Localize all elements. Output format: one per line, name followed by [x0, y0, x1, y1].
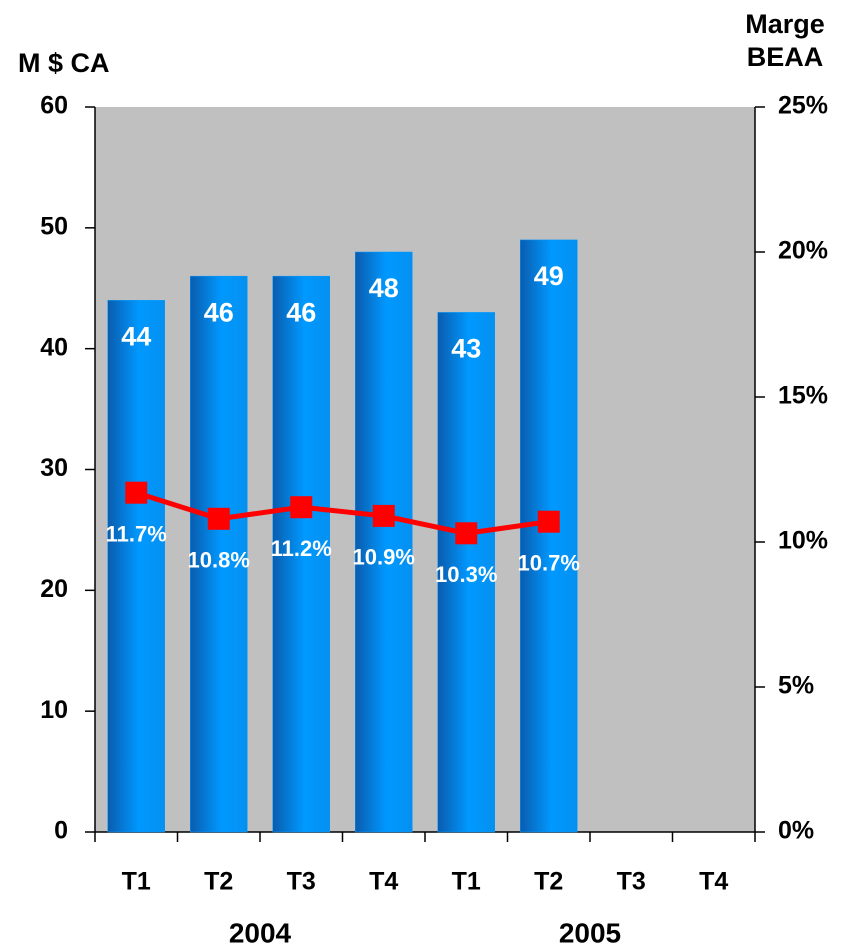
- y-tick-label: 10: [40, 696, 68, 724]
- bar-value-label: 46: [204, 297, 234, 327]
- x-tick-label: T1: [452, 868, 481, 896]
- y2-tick-label: 15%: [778, 382, 828, 410]
- y-tick-label: 30: [40, 454, 68, 482]
- bar-value-label: 46: [286, 297, 316, 327]
- line-value-label: 11.2%: [271, 536, 332, 561]
- line-marker: [207, 507, 230, 530]
- bar-value-label: 49: [534, 261, 564, 291]
- x-tick-label: T3: [617, 868, 646, 896]
- y-tick-label: 40: [40, 333, 68, 361]
- bar-value-label: 43: [451, 334, 481, 364]
- bar: [272, 275, 330, 833]
- y2-axis-title: Marge BEAA: [745, 9, 825, 72]
- y-axis-title: M $ CA: [18, 48, 110, 78]
- line-value-label: 11.7%: [106, 522, 167, 547]
- line-marker: [125, 481, 148, 504]
- y2-tick-label: 20%: [778, 237, 828, 265]
- y-tick-label: 60: [40, 92, 68, 120]
- bar-value-label: 44: [121, 321, 151, 351]
- bar: [107, 300, 165, 833]
- line-value-label: 10.8%: [188, 548, 250, 573]
- y-tick-label: 0: [54, 817, 68, 845]
- line-value-label: 10.7%: [518, 551, 580, 576]
- y2-tick-label: 10%: [778, 527, 828, 555]
- x-tick-label: T1: [122, 868, 151, 896]
- y2-tick-label: 5%: [778, 672, 814, 700]
- x-tick-label: T3: [287, 868, 316, 896]
- bar: [437, 312, 495, 833]
- line-value-label: 10.3%: [435, 562, 497, 587]
- line-value-label: 10.9%: [353, 545, 415, 570]
- x-tick-label: T4: [699, 868, 728, 896]
- bar: [190, 275, 248, 833]
- x-tick-label: T4: [369, 868, 398, 896]
- line: [135, 490, 550, 536]
- x-tick-label: T2: [534, 868, 563, 896]
- group-label: 2004: [229, 917, 292, 948]
- bar: [355, 251, 413, 833]
- y2-tick-label: 25%: [778, 92, 828, 120]
- y-tick-label: 50: [40, 212, 68, 240]
- bar-value-label: 48: [369, 273, 399, 303]
- x-tick-label: T2: [204, 868, 233, 896]
- group-label: 2005: [559, 917, 621, 948]
- y2-tick-label: 0%: [778, 817, 814, 845]
- line-marker: [537, 510, 560, 533]
- line-marker: [455, 522, 478, 545]
- line-marker: [372, 504, 395, 527]
- y-tick-label: 20: [40, 575, 68, 603]
- line-marker: [290, 496, 313, 519]
- bar: [520, 239, 578, 833]
